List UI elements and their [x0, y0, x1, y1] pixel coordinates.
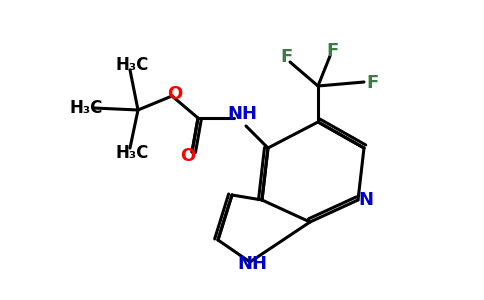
- Text: NH: NH: [237, 255, 267, 273]
- Text: O: O: [167, 85, 182, 103]
- Text: N: N: [359, 191, 374, 209]
- Text: F: F: [281, 48, 293, 66]
- Text: F: F: [367, 74, 379, 92]
- Text: F: F: [327, 42, 339, 60]
- Text: O: O: [181, 147, 196, 165]
- Text: H₃C: H₃C: [69, 99, 103, 117]
- Text: H₃C: H₃C: [115, 144, 149, 162]
- Text: H₃C: H₃C: [115, 56, 149, 74]
- Text: NH: NH: [227, 105, 257, 123]
